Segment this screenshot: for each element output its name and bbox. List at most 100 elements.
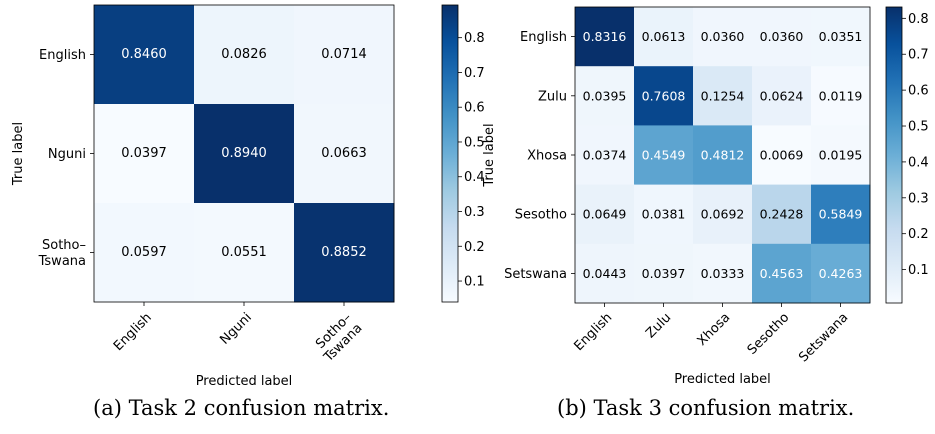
heatmap-cell xyxy=(752,243,812,304)
heatmap-cell xyxy=(811,125,871,186)
x-tick-label: Setswana xyxy=(796,310,851,365)
caption-b: (b) Task 3 confusion matrix. xyxy=(557,396,855,420)
heatmap-cell xyxy=(94,104,195,204)
cell-value-label: 0.0714 xyxy=(321,47,367,62)
cell-value-label: 0.4812 xyxy=(701,148,745,163)
cell-value-label: 0.0597 xyxy=(121,245,167,260)
colorbar-tick-label: 0.6 xyxy=(908,84,929,99)
x-tick-label: Sesotho xyxy=(745,310,793,358)
heatmap-cell xyxy=(811,7,871,67)
colorbar-tick-label: 0.2 xyxy=(464,240,485,255)
cell-value-label: 0.0360 xyxy=(701,29,745,44)
y-axis-label: True label xyxy=(482,123,497,187)
colorbar-tick-label: 0.4 xyxy=(464,170,485,185)
heatmap-cell xyxy=(194,203,295,303)
heatmap-cell xyxy=(294,5,395,105)
cell-value-label: 0.0397 xyxy=(642,266,686,281)
heatmap-cell xyxy=(575,7,635,67)
y-tick-label: English xyxy=(520,30,567,45)
cell-value-label: 0.0381 xyxy=(642,207,686,222)
heatmap-cell xyxy=(811,243,871,304)
colorbar-tick-label: 0.1 xyxy=(464,275,485,290)
heatmap-cell xyxy=(194,104,295,204)
colorbar xyxy=(885,6,903,304)
cell-value-label: 0.4549 xyxy=(642,148,686,163)
heatmap-cell xyxy=(294,203,395,303)
x-axis-label: Predicted label xyxy=(674,372,771,387)
x-tick-label: Zulu xyxy=(643,310,674,341)
cell-value-label: 0.0624 xyxy=(760,88,804,103)
colorbar-tick-label: 0.7 xyxy=(908,48,929,63)
heatmap-cell xyxy=(752,66,812,126)
cell-value-label: 0.0443 xyxy=(583,266,627,281)
cell-value-label: 0.0551 xyxy=(221,245,267,260)
colorbar-tick-label: 0.3 xyxy=(908,191,929,206)
y-tick-label: Setswana xyxy=(504,267,567,282)
colorbar-tick-label: 0.5 xyxy=(908,120,929,135)
heatmap-cell xyxy=(575,125,635,186)
cell-value-label: 0.2428 xyxy=(760,207,804,222)
cell-value-label: 0.0360 xyxy=(760,29,804,44)
y-tick-label: Nguni xyxy=(48,147,86,162)
cell-value-label: 0.4563 xyxy=(760,266,804,281)
y-tick-label: Zulu xyxy=(538,89,567,104)
colorbar-tick-label: 0.7 xyxy=(464,66,485,81)
cell-value-label: 0.0826 xyxy=(221,47,267,62)
cell-value-label: 0.0397 xyxy=(121,146,167,161)
heatmap-cell xyxy=(575,66,635,126)
caption-a: (a) Task 2 confusion matrix. xyxy=(93,396,390,420)
cell-value-label: 0.4263 xyxy=(819,266,863,281)
colorbar-tick-label: 0.1 xyxy=(908,263,929,278)
y-axis-label: True label xyxy=(11,122,26,186)
figure-canvas: 0.8460 0.0826 0.0714 0.0397 0.8940 0.0663 0.05… xyxy=(11,4,929,389)
heatmap-cell xyxy=(811,66,871,126)
y-tick-label: English xyxy=(39,48,86,63)
heatmap-cell xyxy=(693,125,753,186)
cell-value-label: 0.0069 xyxy=(760,148,804,163)
cell-value-label: 0.0692 xyxy=(701,207,745,222)
x-tick-label: English xyxy=(572,310,616,354)
cell-value-label: 0.0395 xyxy=(583,88,627,103)
heatmap-cell xyxy=(693,243,753,304)
colorbar-tick-label: 0.5 xyxy=(464,135,485,150)
heatmap-cell xyxy=(693,7,753,67)
colorbar-tick-label: 0.3 xyxy=(464,205,485,220)
cell-value-label: 0.0663 xyxy=(321,146,367,161)
y-tick-label: Xhosa xyxy=(527,149,567,164)
colorbar xyxy=(441,4,459,303)
cell-value-label: 0.8940 xyxy=(221,146,267,161)
cell-value-label: 0.0119 xyxy=(819,88,863,103)
y-tick-label: Sotho– Tswana xyxy=(38,238,86,269)
heatmap-cell xyxy=(811,184,871,245)
x-tick-label: Sotho–Tswana xyxy=(310,310,365,365)
cell-value-label: 0.7608 xyxy=(642,88,686,103)
x-tick-label: English xyxy=(111,310,155,354)
heatmap-cell xyxy=(634,66,694,126)
colorbar-tick-label: 0.8 xyxy=(908,12,929,27)
x-tick-label: Xhosa xyxy=(695,310,734,349)
cell-value-label: 0.0333 xyxy=(701,266,745,281)
heatmap-cell xyxy=(634,184,694,245)
colorbar-tick-label: 0.8 xyxy=(464,31,485,46)
cell-value-label: 0.0649 xyxy=(583,207,627,222)
heatmap-cell xyxy=(575,243,635,304)
cell-value-label: 0.0195 xyxy=(819,148,863,163)
colorbar-tick-label: 0.6 xyxy=(464,101,485,116)
panel-b: 0.8316 0.0613 0.0360 0.0360 0.0351 0.0395 0.76… xyxy=(482,6,929,387)
heatmap-cell xyxy=(693,184,753,245)
cell-value-label: 0.8316 xyxy=(583,29,627,44)
cell-value-label: 0.1254 xyxy=(701,88,745,103)
heatmap-cell xyxy=(94,5,195,105)
colorbar-tick-label: 0.4 xyxy=(908,155,929,170)
heatmap-cell xyxy=(634,7,694,67)
heatmap-cell xyxy=(575,184,635,245)
heatmap-cell xyxy=(634,125,694,186)
heatmap-cell xyxy=(693,66,753,126)
colorbar-tick-label: 0.2 xyxy=(908,227,929,242)
heatmap-cell xyxy=(194,5,295,105)
cell-value-label: 0.5849 xyxy=(819,207,863,222)
heatmap-cell xyxy=(752,7,812,67)
panel-a: 0.8460 0.0826 0.0714 0.0397 0.8940 0.0663 0.05… xyxy=(11,4,485,389)
cell-value-label: 0.8460 xyxy=(121,47,167,62)
heatmap-cell xyxy=(94,203,195,303)
